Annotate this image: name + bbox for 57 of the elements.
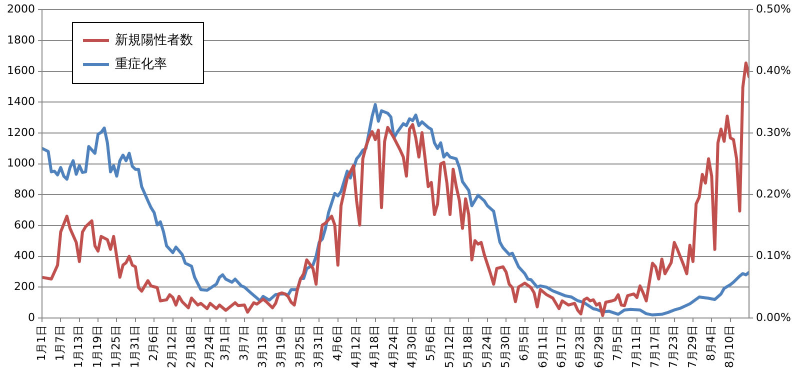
- x-tick-label: 1月25日: [110, 325, 123, 368]
- x-tick-label: 7月5日: [611, 325, 624, 362]
- legend-label: 新規陽性者数: [114, 32, 193, 50]
- x-tick-label: 6月11日: [536, 325, 550, 368]
- y2-tick-label: 0.40%: [756, 64, 792, 78]
- x-tick-label: 7月17日: [648, 325, 662, 368]
- y-tick-label: 200: [14, 280, 35, 294]
- x-tick-label: 6月23日: [574, 325, 587, 368]
- x-tick-label: 5月24日: [480, 325, 494, 368]
- y2-tick-label: 0.20%: [756, 188, 792, 200]
- x-tick-label: 2月12日: [166, 325, 179, 368]
- x-tick-label: 3月7日: [237, 325, 250, 362]
- y-tick-label: 1600: [6, 64, 35, 78]
- x-tick-label: 2月24日: [203, 325, 216, 368]
- x-tick-label: 1月19日: [90, 325, 104, 368]
- y-tick-label: 800: [14, 188, 35, 200]
- y2-tick-label: 0.50%: [756, 2, 792, 16]
- x-tick-label: 7月23日: [667, 325, 680, 368]
- x-tick-label: 2月18日: [184, 325, 198, 368]
- x-tick-label: 5月18日: [462, 325, 475, 368]
- x-tick-label: 6月29日: [592, 325, 606, 368]
- x-tick-label: 3月1日: [218, 325, 232, 362]
- x-tick-label: 3月31日: [312, 325, 326, 368]
- x-tick-label: 3月25日: [293, 325, 306, 368]
- x-tick-label: 4月18日: [368, 325, 382, 368]
- x-tick-label: 1月1日: [34, 325, 48, 362]
- x-tick-label: 4月30日: [406, 325, 419, 368]
- x-tick-label: 8月10日: [723, 325, 736, 368]
- x-tick-label: 4月12日: [349, 325, 362, 368]
- y-tick-label: 2000: [6, 2, 35, 16]
- x-tick-label: 1月13日: [72, 325, 86, 368]
- y2-tick-label: 0.10%: [756, 249, 792, 262]
- y2-tick-label: 0.30%: [756, 126, 792, 139]
- x-tick-label: 2月6日: [146, 325, 160, 362]
- x-tick-label: 1月31日: [128, 325, 142, 368]
- y2-tick-label: 0.00%: [756, 310, 792, 324]
- y-tick-label: 1200: [6, 126, 35, 139]
- x-tick-label: 5月12日: [442, 325, 456, 368]
- x-tick-label: 3月19日: [274, 325, 288, 368]
- x-tick-label: 7月11日: [630, 325, 643, 368]
- y-tick-label: 400: [14, 249, 35, 262]
- x-tick-label: 6月5日: [518, 325, 531, 362]
- y-tick-label: 0: [28, 310, 35, 324]
- x-tick-label: 5月6日: [424, 325, 438, 362]
- x-tick-label: 1月7日: [54, 325, 67, 362]
- x-tick-label: 5月30日: [498, 325, 512, 368]
- y-tick-label: 1000: [6, 156, 35, 170]
- x-tick-label: 4月6日: [330, 325, 344, 362]
- x-tick-label: 7月29日: [686, 325, 699, 368]
- legend-label: 重症化率: [114, 56, 167, 74]
- y-tick-label: 600: [14, 218, 35, 232]
- y-tick-label: 1800: [6, 33, 35, 46]
- x-tick-label: 8月4日: [704, 325, 718, 362]
- x-tick-label: 3月13日: [256, 325, 270, 368]
- y-tick-label: 1400: [6, 94, 35, 108]
- x-tick-label: 4月24日: [386, 325, 400, 368]
- x-tick-label: 6月17日: [555, 325, 568, 368]
